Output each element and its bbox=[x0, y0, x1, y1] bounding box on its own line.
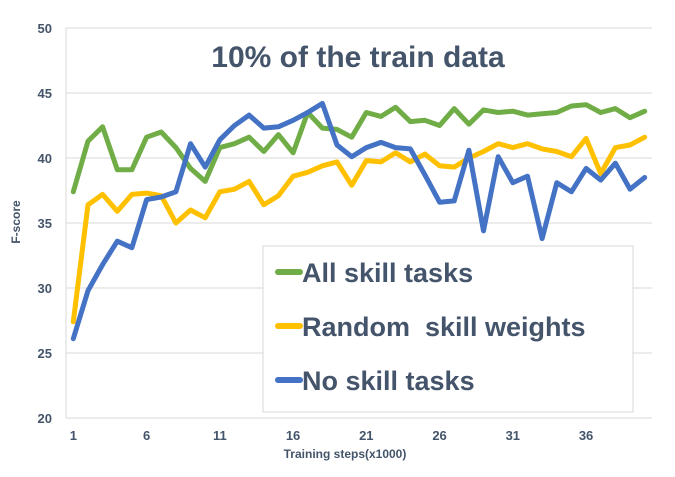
series-line-2 bbox=[70, 100, 648, 342]
x-tick-label: 6 bbox=[143, 428, 150, 443]
legend-label-2: No skill tasks bbox=[302, 366, 475, 396]
x-tick-label: 16 bbox=[286, 428, 300, 443]
x-tick-label: 11 bbox=[213, 428, 227, 443]
legend-box bbox=[262, 245, 634, 413]
series-line-1 bbox=[70, 134, 648, 325]
legend: All skill tasks Random skill weights No sk… bbox=[262, 245, 634, 413]
y-tick-labels: 20 25 30 35 40 45 50 bbox=[38, 21, 52, 426]
y-axis-label: F-score bbox=[9, 200, 23, 244]
x-tick-label: 26 bbox=[432, 428, 446, 443]
series-line-0 bbox=[70, 102, 648, 195]
y-tick-label: 45 bbox=[38, 86, 52, 101]
x-tick-label: 36 bbox=[579, 428, 593, 443]
x-tick-label: 1 bbox=[70, 428, 77, 443]
y-tick-label: 20 bbox=[38, 411, 52, 426]
y-tick-label: 40 bbox=[38, 151, 52, 166]
x-tick-label: 21 bbox=[359, 428, 373, 443]
chart-title: 10% of the train data bbox=[211, 41, 505, 74]
legend-label-0: All skill tasks bbox=[302, 258, 473, 288]
y-tick-label: 30 bbox=[38, 281, 52, 296]
y-tick-label: 25 bbox=[38, 346, 52, 361]
x-axis-label: Training steps(x1000) bbox=[284, 447, 407, 461]
x-tick-labels: 1 6 11 16 21 26 31 36 bbox=[70, 428, 594, 443]
series-lines bbox=[70, 100, 648, 342]
x-tick-label: 31 bbox=[506, 428, 520, 443]
legend-label-1: Random skill weights bbox=[302, 312, 586, 342]
y-tick-label: 35 bbox=[38, 216, 52, 231]
y-tick-label: 50 bbox=[38, 21, 52, 36]
